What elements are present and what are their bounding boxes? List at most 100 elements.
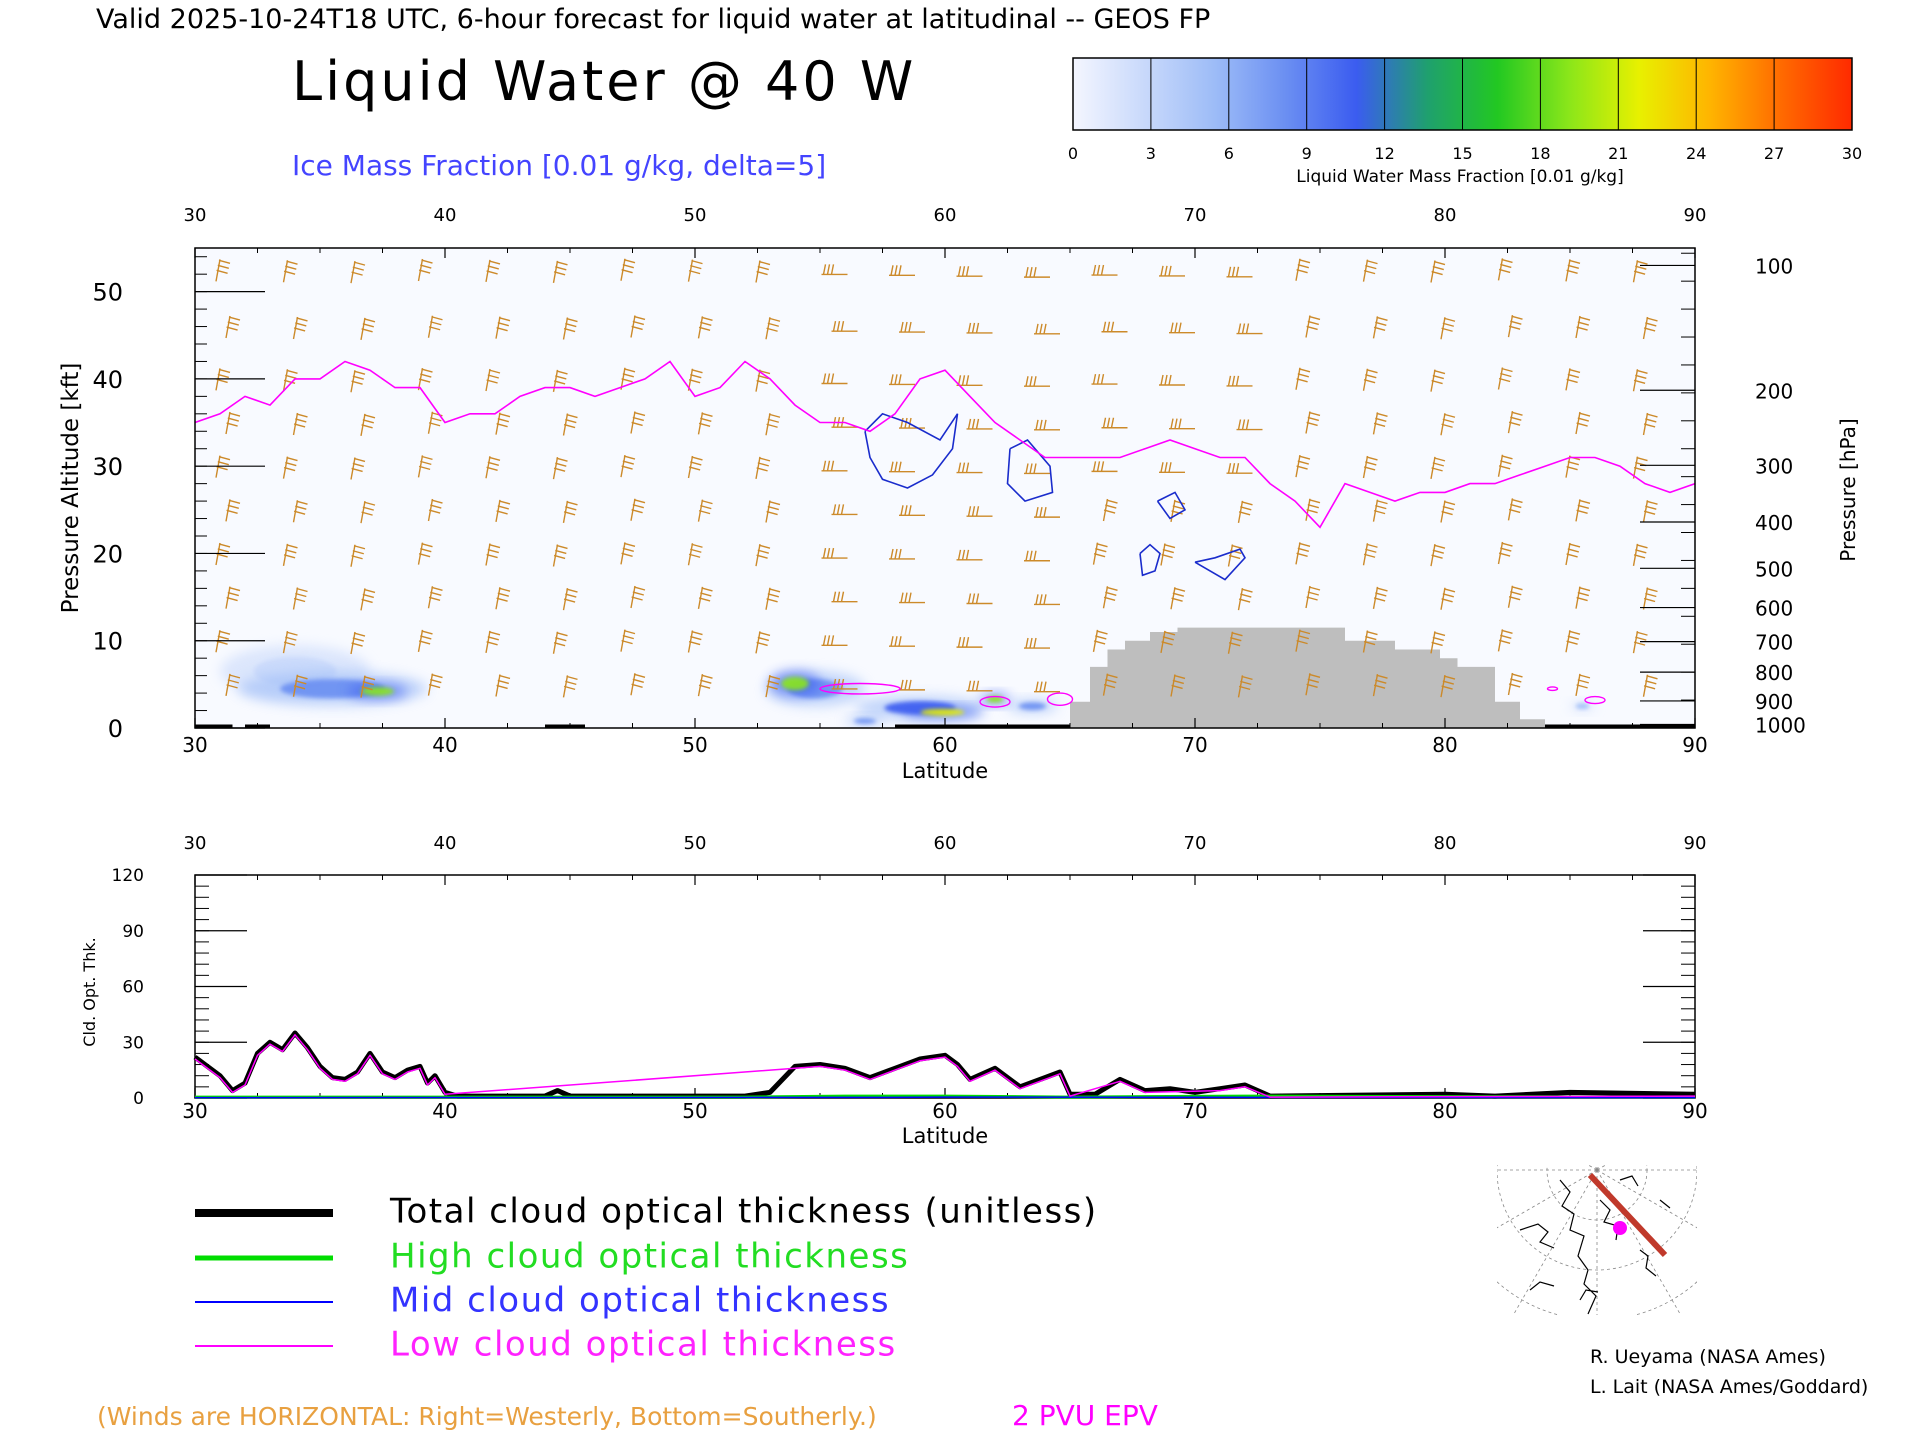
wind-barb bbox=[292, 587, 308, 610]
lower-top-tick-label: 60 bbox=[934, 833, 957, 854]
wind-barb bbox=[292, 412, 308, 436]
wind-barb bbox=[755, 456, 771, 480]
wind-barb bbox=[956, 266, 983, 277]
wind-barb bbox=[1237, 587, 1253, 611]
wind-barb bbox=[1170, 587, 1186, 610]
wind-barb bbox=[1575, 315, 1591, 339]
wind-barb bbox=[1160, 543, 1176, 566]
wind-barb bbox=[350, 544, 366, 567]
wind-barb bbox=[292, 674, 308, 697]
wind-barb bbox=[1160, 630, 1176, 653]
wind-barb bbox=[215, 259, 231, 282]
colorbar: 0 3 6 9 12 15 18 21 24 27 30 bbox=[1068, 57, 1862, 163]
wind-barb bbox=[350, 260, 366, 284]
wind-barb bbox=[1295, 629, 1311, 652]
wind-barb bbox=[1632, 369, 1648, 392]
ice-contour bbox=[1156, 491, 1187, 520]
wind-barb bbox=[821, 635, 848, 647]
wind-barb bbox=[1507, 498, 1523, 521]
wind-barb bbox=[899, 592, 925, 604]
upper-x-tick-label: 40 bbox=[432, 733, 457, 757]
upper-axes: 3030404050506060707080809090010203040501… bbox=[92, 205, 1805, 757]
lower-series bbox=[193, 1030, 1696, 1099]
wind-barb bbox=[1507, 315, 1523, 338]
map-marker bbox=[1613, 1221, 1627, 1235]
wind-barb bbox=[1024, 266, 1050, 278]
wind-barb bbox=[1024, 637, 1050, 649]
wind-barb bbox=[1507, 585, 1523, 608]
wind-barb bbox=[1101, 417, 1128, 429]
wind-barb bbox=[1226, 463, 1253, 474]
colorbar-tick-label: 24 bbox=[1686, 144, 1706, 163]
wind-barb bbox=[1565, 368, 1581, 391]
chart-title: Liquid Water @ 40 W bbox=[292, 50, 916, 113]
wind-barb bbox=[225, 499, 241, 522]
wind-barb bbox=[956, 462, 983, 474]
ice-contour bbox=[1139, 543, 1161, 577]
wind-barb bbox=[1565, 630, 1581, 653]
wind-barb bbox=[350, 370, 366, 393]
epv-low-contour bbox=[1046, 692, 1074, 707]
wind-barb bbox=[899, 505, 925, 517]
wind-barb bbox=[697, 674, 713, 697]
legend-mid: Mid cloud optical thickness bbox=[390, 1281, 890, 1321]
colorbar-tick-label: 12 bbox=[1374, 144, 1394, 163]
wind-barb bbox=[485, 259, 501, 283]
wind-barb bbox=[899, 679, 925, 691]
wind-barb bbox=[427, 586, 443, 609]
wind-barb bbox=[427, 673, 443, 696]
wind-barb bbox=[1632, 631, 1648, 654]
wind-barb bbox=[552, 457, 568, 480]
optical-thickness-chart: 30 30 40 40 50 50 60 60 70 70 80 80 90 90 0 30 60 90 120 L… bbox=[80, 833, 1708, 1148]
upper-top-tick-label: 40 bbox=[434, 205, 457, 226]
wind-barb bbox=[1362, 543, 1378, 566]
wind-barb bbox=[1642, 500, 1658, 523]
map-track bbox=[1587, 1172, 1668, 1258]
wind-barb bbox=[495, 316, 511, 339]
wind-barb bbox=[1575, 586, 1591, 609]
wind-barb bbox=[292, 500, 308, 523]
wind-barb bbox=[687, 455, 703, 479]
wind-barb bbox=[966, 506, 993, 517]
ice-contour bbox=[864, 412, 959, 489]
wind-barb bbox=[427, 315, 443, 338]
wind-barb bbox=[1565, 542, 1581, 566]
pressure-tick-label: 900 bbox=[1755, 690, 1793, 714]
upper-x-tick-label: 70 bbox=[1182, 733, 1207, 757]
wind-barb bbox=[899, 321, 925, 333]
wind-barb bbox=[755, 260, 771, 283]
upper-top-tick-label: 50 bbox=[684, 205, 707, 226]
wind-barb bbox=[562, 413, 578, 436]
wind-barb bbox=[966, 680, 993, 692]
wind-barb bbox=[687, 630, 703, 653]
legend-low: Low cloud optical thickness bbox=[390, 1325, 897, 1365]
wind-barb bbox=[1632, 543, 1648, 566]
liquid-water-core bbox=[854, 718, 876, 724]
wind-barb bbox=[831, 591, 858, 603]
colorbar-label: Liquid Water Mass Fraction [0.01 g/kg] bbox=[1296, 167, 1623, 187]
wind-barb bbox=[360, 413, 376, 436]
wind-barb bbox=[485, 368, 501, 392]
wind-barb bbox=[292, 316, 308, 340]
wind-barb bbox=[755, 544, 771, 567]
lower-y-tick-label: 60 bbox=[122, 978, 144, 998]
upper-x-tick-label: 30 bbox=[182, 733, 207, 757]
wind-barb bbox=[1632, 260, 1648, 283]
wind-barb bbox=[1372, 412, 1388, 435]
ice-contours bbox=[864, 412, 1246, 581]
map-coastlines bbox=[1519, 1175, 1671, 1315]
wind-barb bbox=[1024, 376, 1050, 387]
cross-section-chart: 3030404050506060707080809090010203040501… bbox=[58, 205, 1860, 783]
lower-top-tick-label: 90 bbox=[1684, 833, 1707, 854]
lower-top-tick-label: 70 bbox=[1184, 833, 1207, 854]
upper-x-tick-label: 50 bbox=[682, 733, 707, 757]
wind-barb bbox=[1295, 542, 1311, 565]
wind-barb bbox=[1102, 498, 1118, 522]
wind-barb bbox=[1034, 594, 1060, 606]
wind-barb bbox=[552, 631, 568, 654]
pressure-tick-label: 1000 bbox=[1755, 714, 1806, 738]
lower-x-tick-label: 90 bbox=[1682, 1099, 1707, 1123]
ice-contour bbox=[1006, 439, 1054, 503]
lower-x-tick-label: 80 bbox=[1432, 1099, 1457, 1123]
